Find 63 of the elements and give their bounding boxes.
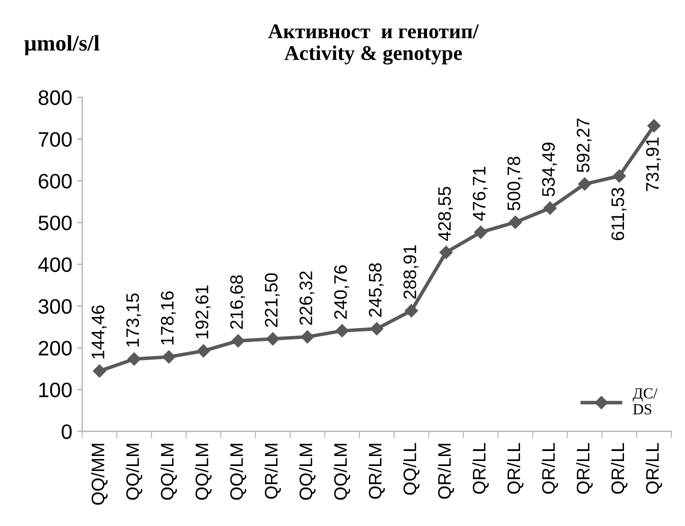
point: [439, 246, 453, 259]
point: [508, 216, 522, 229]
data-label: 226,32: [300, 271, 314, 325]
y-tick-label: 200: [38, 340, 72, 356]
point: [128, 352, 141, 366]
x-tick-label: QR/LL: [646, 443, 662, 494]
point: [543, 202, 557, 215]
y-tick-label: 500: [38, 216, 72, 230]
y-tick-label: 0: [62, 424, 72, 440]
y-tick-label: 800: [38, 90, 72, 106]
x-tick-label: QQ/MM: [91, 444, 108, 505]
data-label: 221,50: [264, 273, 280, 327]
point: [266, 332, 280, 346]
point: [404, 304, 418, 318]
data-label: 500,78: [507, 156, 522, 210]
data-label: 144,46: [92, 305, 107, 359]
data-label: 534,49: [542, 142, 557, 196]
y-tick-label: 600: [38, 174, 72, 189]
data-label: 240,76: [334, 265, 350, 319]
x-tick-label: QR/LL: [506, 443, 524, 494]
data-label: 288,91: [403, 245, 418, 299]
x-tick-label: QR/LL: [610, 443, 628, 494]
data-label: 216,68: [230, 275, 246, 329]
x-tick-label: QQ/LM: [334, 444, 350, 500]
point: [612, 169, 626, 183]
x-tick-label: QQ/LM: [160, 444, 177, 500]
point: [336, 324, 349, 338]
y-tick-label: 700: [38, 132, 72, 147]
data-label: 178,16: [160, 291, 176, 344]
data-label: 173,15: [126, 293, 142, 347]
x-tick-label: QQ/LM: [126, 444, 142, 500]
data-label: 192,61: [196, 285, 210, 338]
chart-title: Активност и генотип/ Activity & genotype: [268, 24, 479, 65]
x-tick-label: QR/LM: [368, 444, 385, 499]
x-tick-label: QR/LM: [438, 444, 454, 499]
x-tick-label: QR/LL: [472, 443, 489, 494]
point: [232, 334, 245, 348]
data-label: 245,58: [368, 263, 384, 317]
x-tick-label: QQ/LL: [402, 443, 420, 495]
data-label: 731,91: [646, 138, 661, 192]
y-tick-label: 100: [39, 382, 72, 398]
y-tick-label: 300: [38, 299, 72, 314]
point: [300, 330, 314, 344]
point: [474, 226, 488, 239]
x-tick-label: QQ/LM: [195, 444, 212, 500]
point: [647, 119, 661, 132]
x-tick-label: QQ/LM: [230, 444, 246, 500]
point: [578, 177, 592, 191]
point: [162, 350, 176, 364]
data-label: 476,71: [472, 166, 488, 221]
point: [92, 364, 106, 378]
y-tick-label: 400: [38, 257, 72, 272]
data-label: 611,53: [611, 188, 626, 240]
x-tick-label: QR/LM: [264, 444, 281, 499]
x-tick-label: QR/LL: [542, 443, 558, 494]
y-axis-title: µmol/s/l: [24, 35, 100, 56]
point: [196, 344, 210, 358]
point: [370, 322, 384, 336]
x-tick-label: QR/LL: [576, 443, 593, 494]
legend-label: ДС/ DS: [632, 388, 658, 414]
data-label: 592,27: [576, 118, 592, 172]
x-tick-label: QQ/LM: [299, 444, 316, 500]
data-label: 428,55: [438, 186, 454, 241]
